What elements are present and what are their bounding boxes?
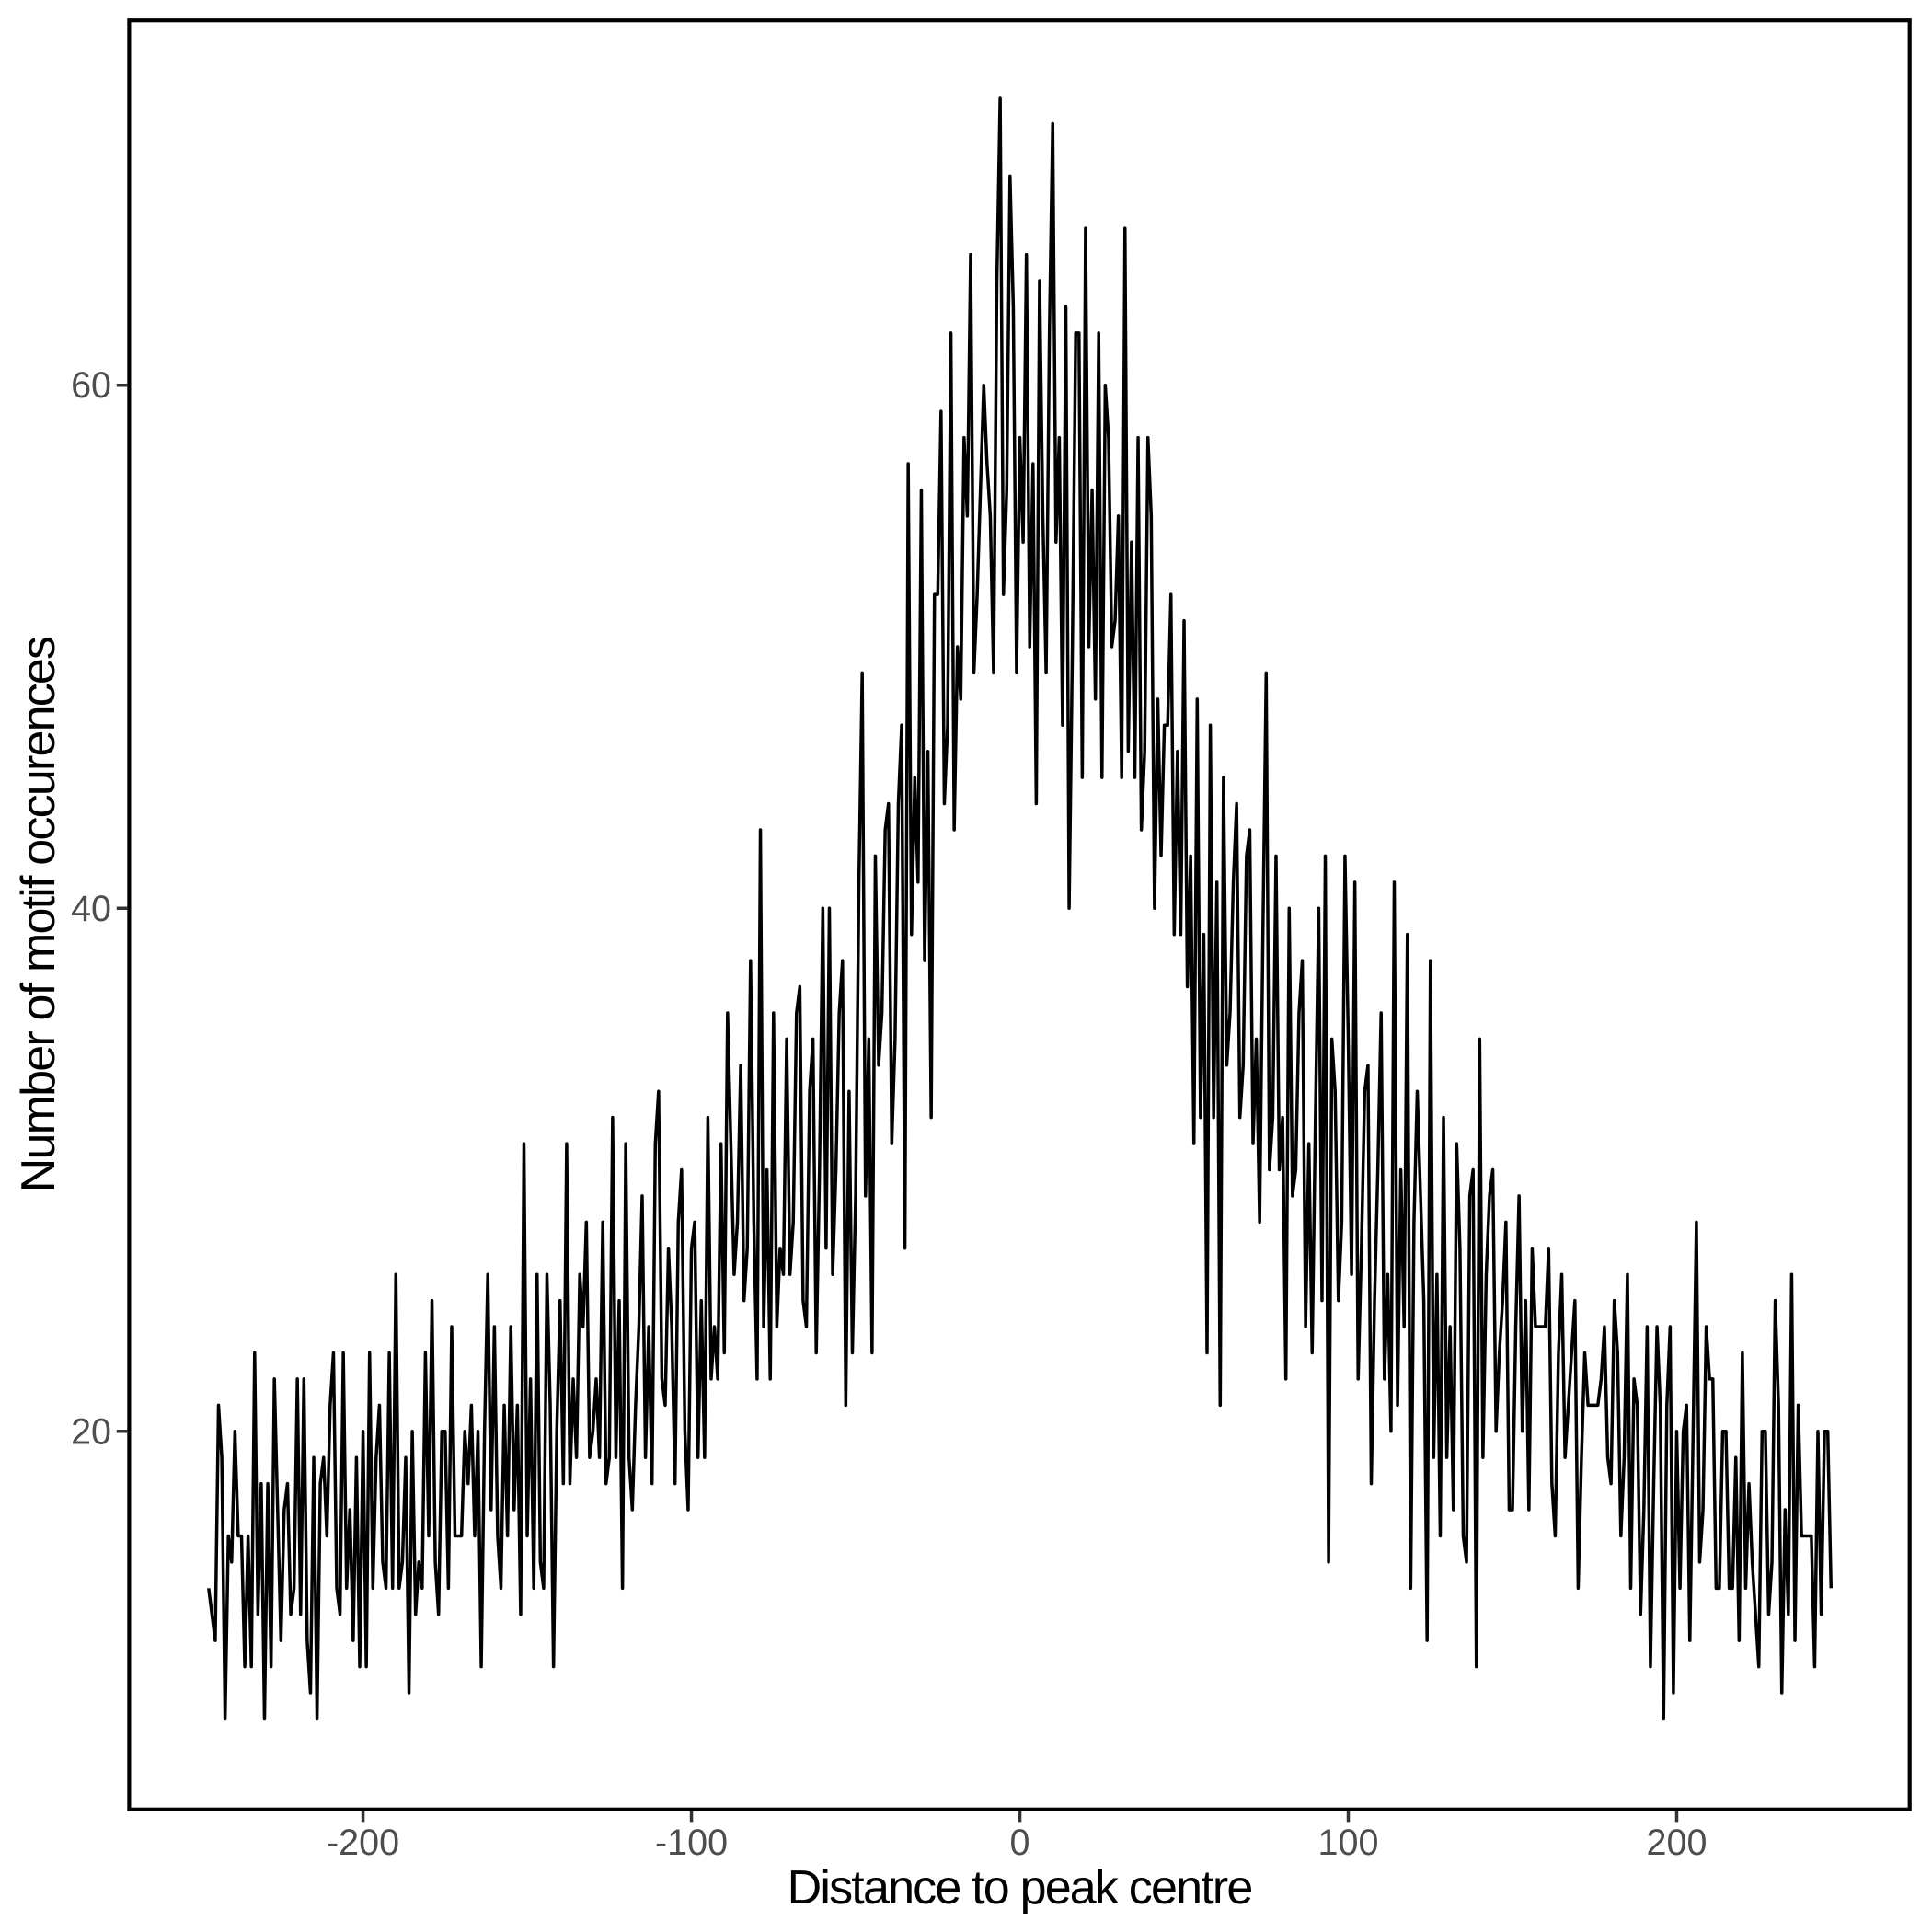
y-axis-ticks: [116, 383, 128, 1433]
x-axis-title: Distance to peak centre: [788, 1861, 1252, 1915]
y-tick-label: 20: [71, 1411, 111, 1452]
x-tick-label: -100: [655, 1823, 728, 1863]
x-tick-label: 200: [1647, 1823, 1708, 1863]
y-tick-label: 40: [71, 889, 111, 929]
x-axis-ticks: [361, 1811, 1679, 1823]
y-axis-title: Number of motif occurences: [12, 637, 65, 1192]
x-tick-label: 100: [1318, 1823, 1379, 1863]
x-axis-tick-labels: -200 -100 0 100 200: [327, 1823, 1707, 1863]
y-axis-tick-labels: 20 40 60: [71, 365, 111, 1452]
y-tick-label: 60: [71, 365, 111, 406]
plot-panel-border: [127, 18, 1912, 1811]
x-tick-label: -200: [327, 1823, 399, 1863]
motif-occurrence-line: [207, 96, 1834, 1721]
x-tick-label: 0: [1010, 1823, 1030, 1863]
